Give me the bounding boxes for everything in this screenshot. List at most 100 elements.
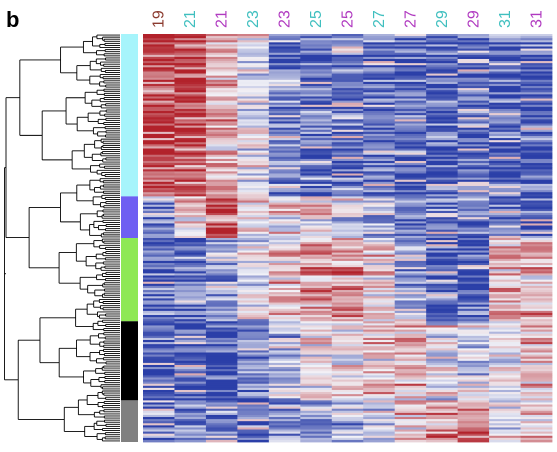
heatmap-cell [520,250,553,253]
heatmap-cell [205,179,238,183]
heatmap-cell [457,406,490,410]
heatmap-cell [457,312,490,316]
heatmap-cell [489,279,521,283]
heatmap-cell [143,165,175,168]
heatmap-cell [520,381,553,385]
heatmap-cell [300,373,333,376]
heatmap-cell [268,238,301,241]
heatmap-cell [394,262,427,266]
heatmap-cell [520,281,553,285]
heatmap-cell [268,329,301,333]
heatmap-cell [489,150,521,154]
heatmap-cell [394,40,427,43]
heatmap-cell [268,240,301,243]
heatmap-cell [143,38,175,41]
heatmap-cell [237,315,270,318]
heatmap-cell [300,238,333,241]
heatmap-cell [205,398,238,401]
heatmap-cell [520,154,553,158]
heatmap-cell [300,52,333,56]
heatmap-cell [426,277,459,281]
heatmap-cell [331,90,364,93]
heatmap-cell [205,396,238,399]
heatmap-cell [426,385,459,389]
heatmap-cell [457,423,490,426]
heatmap-cell [174,235,207,239]
heatmap-cell [489,304,521,308]
heatmap-cell [300,379,333,383]
heatmap-cell [520,77,553,81]
heatmap-cell [457,267,490,270]
heatmap-cell [363,190,396,193]
heatmap-cell [331,329,364,333]
heatmap-cell [174,138,207,141]
heatmap-cell [268,235,301,239]
heatmap-cell [300,273,333,276]
heatmap-cell [363,377,396,380]
heatmap-cell [426,364,459,368]
heatmap-cell [205,350,238,353]
heatmap-cell [457,421,490,424]
heatmap-cell [300,404,333,408]
heatmap-cell [300,196,333,199]
heatmap-cell [300,300,333,303]
heatmap-cell [457,144,490,147]
heatmap-cell [268,437,301,441]
heatmap-cell [268,61,301,64]
heatmap-cell [237,335,270,339]
heatmap-cell [268,325,301,328]
heatmap-cell [268,36,301,39]
heatmap-cell [331,260,364,264]
heatmap-cell [394,431,427,435]
heatmap-cell [143,52,175,56]
heatmap-cell [268,392,301,395]
heatmap-cell [426,250,459,253]
heatmap-cell [300,304,333,308]
heatmap-cell [300,81,333,85]
heatmap-cell [331,371,364,374]
heatmap-cell [237,123,270,126]
heatmap-cell [426,340,459,343]
heatmap-cell [143,229,175,233]
heatmap-cell [300,108,333,112]
heatmap-cell [205,394,238,397]
heatmap-cell [331,192,364,195]
heatmap-cell [237,367,270,370]
heatmap-cell [300,244,333,247]
heatmap-cell [143,417,175,420]
heatmap-cell [520,125,553,129]
heatmap-cell [331,317,364,320]
heatmap-cell [268,254,301,258]
heatmap-cell [143,337,175,341]
heatmap-cell [426,127,459,131]
heatmap-cell [363,235,396,239]
heatmap-cell [331,156,364,160]
heatmap-cell [489,254,521,258]
heatmap-cell [143,354,175,358]
heatmap-cell [237,425,270,428]
heatmap-cell [174,348,207,351]
heatmap-cell [143,281,175,285]
heatmap-cell [237,252,270,256]
heatmap-cell [237,63,270,66]
heatmap-cell [331,233,364,237]
heatmap-cell [143,213,175,216]
heatmap-cell [394,56,427,60]
heatmap-cell [143,283,175,287]
heatmap-cell [174,36,207,39]
heatmap-cell [363,221,396,224]
heatmap-cell [237,42,270,45]
heatmap-cell [520,350,553,353]
heatmap-cell [363,54,396,58]
heatmap-cell [457,331,490,335]
heatmap-cell [394,38,427,41]
heatmap-cell [143,231,175,235]
heatmap-cell [426,185,459,189]
heatmap-cell [363,260,396,264]
heatmap-cell [331,340,364,343]
heatmap-cell [174,92,207,95]
heatmap-cell [363,277,396,281]
heatmap-cell [174,96,207,99]
heatmap-cell [426,414,459,418]
heatmap-cell [143,44,175,47]
